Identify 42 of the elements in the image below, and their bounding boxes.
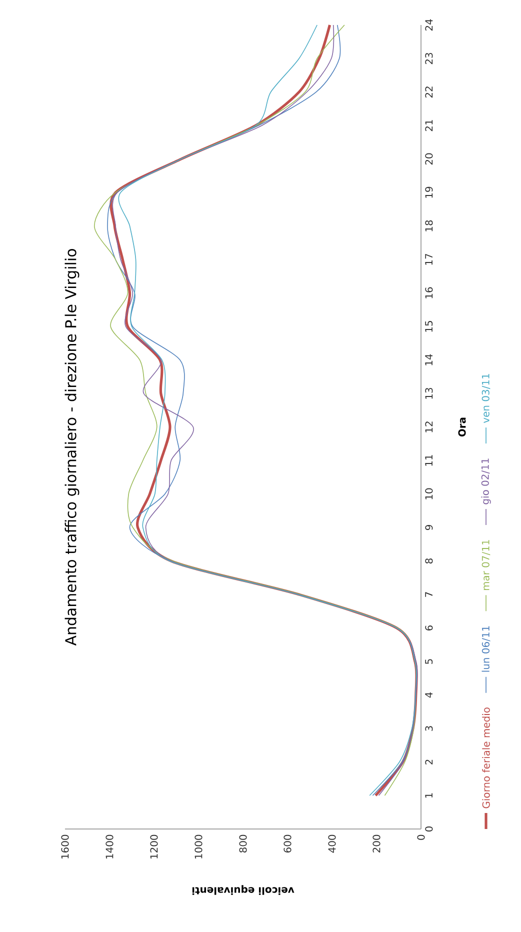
x-tick-label: 200 — [372, 834, 380, 852]
y-tick-label: 4 — [425, 692, 432, 698]
x-tick-label: 1000 — [194, 834, 202, 858]
x-tick-label: 800 — [239, 834, 247, 853]
y-tick-label: 5 — [425, 659, 433, 664]
y-tick-label: 8 — [425, 558, 433, 564]
x-tick-label: 400 — [328, 834, 336, 853]
x-tick-label: 1600 — [61, 834, 69, 858]
y-tick-label: 1 — [425, 793, 432, 798]
y-tick-label: 9 — [425, 525, 433, 530]
y-tick-label: 6 — [425, 625, 433, 630]
y-tick-label: 11 — [425, 455, 432, 466]
text: lun 06/11 — [482, 626, 490, 672]
y-tick-label: 2 — [425, 760, 433, 764]
x-tick-label: 0 — [417, 834, 425, 840]
y-tick-label: 12 — [425, 422, 433, 432]
text: Giorno feriale medio — [482, 708, 490, 808]
y-tick-label: 17 — [425, 254, 432, 265]
text: ven 03/11 — [482, 374, 490, 424]
text: Andamento traffico giornaliero - direzione P.le Virgilio — [64, 249, 80, 646]
text: gio 02/11 — [481, 458, 491, 504]
y-axis-title: Ora — [458, 418, 466, 437]
y-tick-label: 20 — [425, 153, 433, 165]
y-tick-label: 16 — [425, 287, 433, 298]
y-tick-label: 14 — [425, 354, 432, 366]
y-tick-label: 19 — [425, 186, 433, 198]
y-tick-label: 24 — [425, 19, 433, 31]
y-tick-label: 18 — [425, 220, 433, 232]
y-tick-label: 7 — [425, 592, 432, 597]
y-tick-label: 10 — [425, 488, 433, 500]
y-tick-label: 22 — [425, 86, 433, 98]
y-tick-label: 15 — [425, 321, 433, 332]
y-tick-label: 13 — [425, 388, 433, 399]
x-axis-title: veicoli equivalenti — [192, 885, 294, 895]
x-tick-label: 600 — [284, 834, 292, 852]
x-tick-label: 1200 — [150, 834, 158, 858]
text: mar 07/11 — [482, 540, 490, 590]
y-tick-label: 3 — [425, 726, 433, 731]
x-tick-label: 1400 — [106, 834, 114, 858]
y-tick-label: 21 — [425, 120, 433, 132]
y-tick-label: 0 — [425, 826, 433, 832]
y-tick-label: 23 — [425, 52, 433, 64]
